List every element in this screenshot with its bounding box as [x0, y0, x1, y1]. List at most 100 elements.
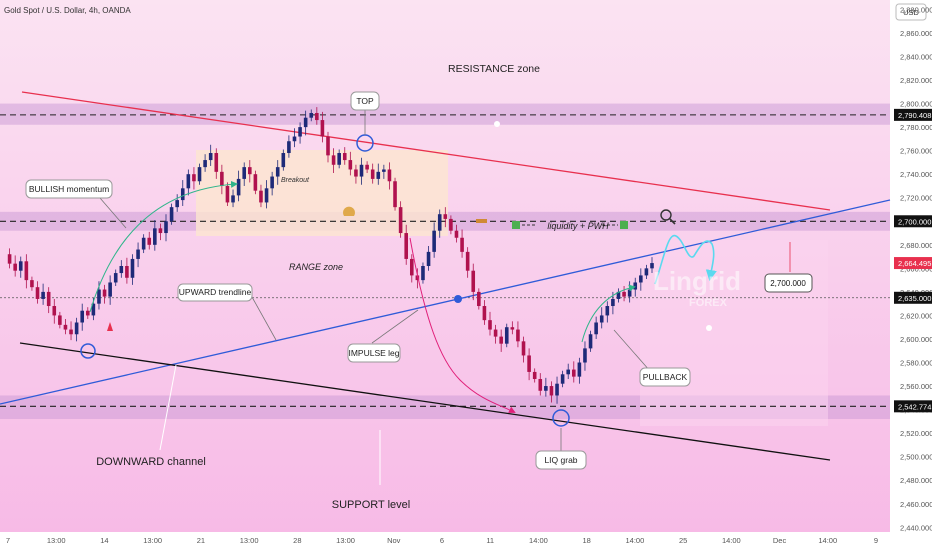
candle-body: [571, 369, 576, 377]
candle-body: [622, 291, 626, 297]
candle-body: [588, 334, 593, 349]
candle: [616, 288, 621, 303]
candle-body: [136, 249, 140, 259]
candle-body: [130, 258, 135, 278]
candle: [560, 370, 565, 388]
liq-grab-box: [535, 450, 587, 470]
candle-body: [426, 251, 431, 266]
candle: [527, 348, 531, 381]
search-icon: [660, 209, 676, 225]
candle: [292, 128, 297, 148]
candle-body: [175, 200, 179, 208]
candle: [85, 307, 90, 319]
candle: [577, 357, 582, 384]
candle-body: [437, 214, 442, 231]
price-tick-label: 2,480.000: [900, 476, 932, 485]
candle-body: [169, 207, 174, 222]
time-tick-label: 11: [486, 536, 494, 545]
candle-body: [108, 282, 112, 297]
candle: [63, 318, 68, 335]
candle: [153, 220, 157, 251]
candle-body: [370, 169, 375, 179]
candle: [488, 311, 492, 336]
candle: [432, 222, 436, 258]
callout-upward-trendline: [251, 296, 277, 341]
watermark-forex: FOREX: [689, 297, 728, 309]
candle-body: [231, 195, 235, 203]
callout-impulse: [371, 309, 419, 344]
time-tick-label: 14:00: [722, 536, 741, 545]
top-label: TOP: [356, 96, 374, 106]
candle: [571, 361, 576, 383]
candle-body: [627, 289, 632, 297]
candle: [192, 167, 196, 190]
candle-body: [153, 228, 157, 245]
price-tag-label: 2,664.495: [898, 259, 931, 268]
candle: [639, 268, 643, 291]
candle: [426, 245, 431, 271]
candle: [594, 316, 598, 339]
candle: [18, 256, 23, 278]
time-tick-label: 14:00: [529, 536, 548, 545]
downward-channel-label: DOWNWARD channel: [96, 456, 206, 468]
liq-grab-label: LIQ grab: [544, 455, 577, 465]
impulse-leg-label: IMPULSE leg: [348, 348, 399, 358]
impulse-leg-box: [347, 343, 401, 363]
price-tag-label: 2,542.774: [898, 402, 931, 411]
time-tick-label: 18: [582, 536, 590, 545]
candle-body: [650, 263, 654, 269]
candle: [236, 170, 241, 202]
price-level-tag: 2,700.000: [894, 215, 932, 228]
candle-body: [259, 190, 263, 203]
candle: [164, 214, 168, 242]
candle-body: [488, 320, 492, 330]
candle-body: [69, 329, 73, 335]
candle-body: [220, 171, 224, 186]
candle: [52, 298, 57, 324]
usd-button[interactable]: USD: [895, 3, 927, 21]
price-tick-label: 2,440.000: [900, 523, 932, 532]
price-tick-label: 2,880.000: [900, 5, 932, 14]
candle: [208, 144, 213, 166]
range-box: [196, 150, 448, 236]
candle-body: [404, 233, 409, 259]
candle-body: [577, 362, 582, 377]
candle-body: [421, 266, 425, 281]
candle-body: [454, 230, 459, 238]
candle-body: [348, 160, 353, 170]
candle: [58, 311, 62, 329]
candle-body: [63, 324, 68, 330]
candle-body: [544, 386, 548, 391]
time-tick-label: 14:00: [625, 536, 644, 545]
candle-body: [270, 176, 274, 189]
candle-body: [58, 315, 62, 325]
candle: [253, 170, 258, 195]
candle-body: [46, 291, 51, 307]
candle: [460, 229, 464, 258]
time-tick-label: 25: [679, 536, 687, 545]
candle-body: [376, 171, 381, 179]
price-tick-label: 2,680.000: [900, 241, 932, 250]
price-tick-label: 2,780.000: [900, 123, 932, 132]
candle: [186, 169, 191, 196]
candle: [544, 377, 548, 397]
candle-body: [331, 155, 336, 165]
candle-body: [91, 303, 96, 316]
candle-body: [35, 287, 40, 299]
candle: [220, 164, 224, 195]
price-tick-label: 2,620.000: [900, 311, 932, 320]
candle-body: [164, 221, 168, 234]
candle-body: [477, 291, 481, 307]
candle-body: [197, 167, 202, 182]
candle-body: [516, 329, 520, 342]
candle-body: [281, 153, 286, 168]
candle: [583, 341, 587, 371]
candle-body: [639, 275, 643, 283]
candle: [214, 148, 219, 179]
price-tag-label: 2,790.408: [898, 111, 931, 120]
candle-body: [493, 329, 498, 337]
candle-body: [460, 237, 464, 252]
candle: [320, 111, 325, 143]
downward-channel-line: [19, 342, 831, 461]
price-tick-label: 2,460.000: [900, 500, 932, 509]
